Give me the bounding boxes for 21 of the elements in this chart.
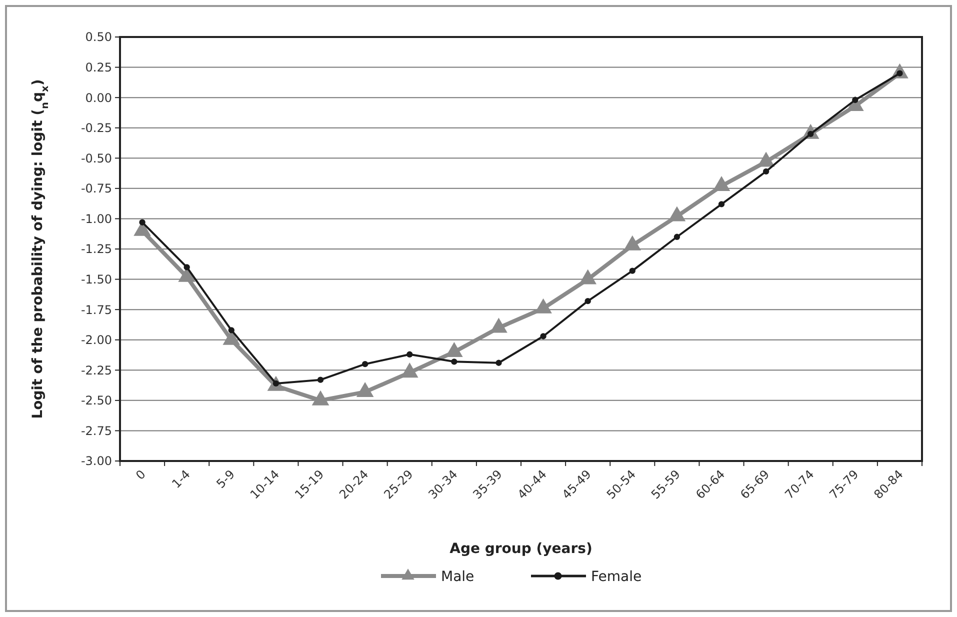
legend-label: Male bbox=[441, 568, 474, 585]
y-tick-label: -1.25 bbox=[80, 242, 112, 256]
y-tick-label: -2.25 bbox=[80, 363, 112, 378]
y-tick-label: -1.50 bbox=[80, 272, 112, 286]
x-axis-title: Age group (years) bbox=[450, 541, 592, 557]
x-tick-label: 0 bbox=[133, 467, 148, 483]
y-tick-label: -0.25 bbox=[80, 121, 112, 136]
y-tick-label: -2.50 bbox=[80, 394, 112, 408]
y-tick-label: -1.75 bbox=[80, 302, 112, 317]
y-tick-label: 0.50 bbox=[85, 30, 112, 44]
y-tick-label: -1.00 bbox=[80, 212, 112, 226]
x-tick-label: 1-4 bbox=[169, 467, 193, 491]
y-tick-label: -2.75 bbox=[80, 424, 112, 438]
legend-label: Female bbox=[591, 568, 642, 585]
y-tick-label: 0.00 bbox=[85, 90, 112, 105]
y-tick-label: -0.75 bbox=[80, 182, 112, 196]
y-tick-label: -3.00 bbox=[80, 454, 112, 468]
x-tick-label: 5-9 bbox=[214, 467, 238, 491]
y-tick-label: -2.00 bbox=[80, 333, 112, 348]
y-tick-label: -0.50 bbox=[80, 151, 112, 166]
y-tick-label: 0.25 bbox=[85, 60, 112, 74]
